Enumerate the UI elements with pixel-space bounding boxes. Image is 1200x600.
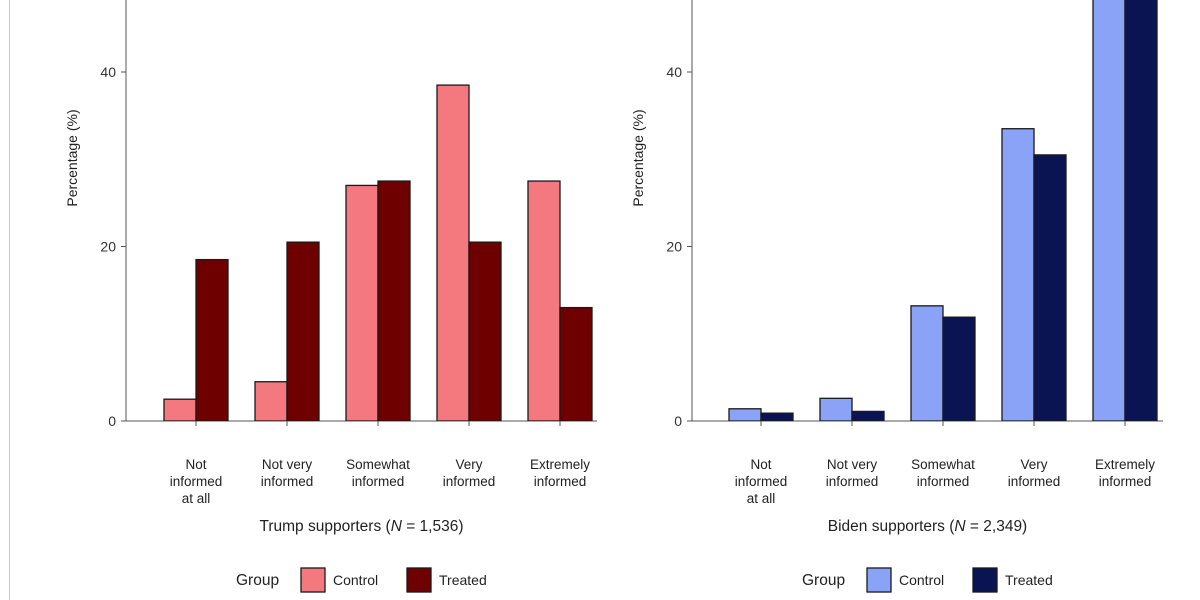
bar-treated-5 (559, 306, 593, 421)
x-tick-label-line: Somewhat (911, 457, 975, 472)
x-tick-label: Extremely informed (1095, 457, 1155, 489)
x-tick-label-line: Somewhat (346, 457, 410, 472)
x-tick-label-line: at all (182, 491, 211, 506)
x-axis-title: Trump supporters (N = 1,536) (259, 518, 463, 535)
legend-label-control: Control (899, 572, 944, 588)
bars-group (163, 84, 593, 421)
x-tick-label-line: Not very (262, 457, 313, 472)
x-tick-label: Not informed at all (170, 457, 223, 506)
bar-control-1 (163, 398, 197, 421)
bar-treated-4 (468, 241, 502, 421)
x-tick-label: Very informed (1008, 457, 1061, 489)
legend-swatch-control (300, 567, 326, 593)
bar-control-5 (527, 180, 561, 421)
x-tick-label: Not very informed (261, 457, 314, 489)
bar-control-2 (254, 381, 288, 421)
x-tick-label-line: informed (170, 474, 223, 489)
bar-control-3 (345, 184, 379, 421)
x-tick-label-line: Extremely (1095, 457, 1155, 472)
x-tick-label: Not very informed (826, 457, 879, 489)
x-axis-title-n: N (954, 518, 966, 535)
bar-control-1 (728, 408, 762, 421)
x-tick-label-line: informed (261, 474, 314, 489)
x-tick-label-line: informed (917, 474, 970, 489)
legend-swatch-control (866, 567, 892, 593)
legend-label-treated: Treated (1005, 572, 1053, 588)
y-tick-label: 0 (108, 413, 116, 429)
x-tick-label-line: informed (534, 474, 587, 489)
bar-control-2 (819, 397, 853, 421)
y-axis-label: Percentage (%) (64, 109, 80, 206)
x-tick-label-line: Very (455, 457, 482, 472)
x-tick-label-line: informed (735, 474, 788, 489)
legend: Group Control Treated (236, 567, 487, 593)
bar-control-5 (1092, 0, 1126, 421)
y-tick-label: 0 (674, 413, 682, 429)
legend-swatch-treated (406, 567, 432, 593)
y-tick-label: 20 (666, 239, 682, 255)
y-tick-label: 40 (666, 64, 682, 80)
y-axis-label: Percentage (%) (630, 109, 646, 206)
bar-treated-5 (1124, 0, 1158, 421)
x-tick-label-line: Not (185, 457, 206, 472)
x-tick-label-line: Not (750, 457, 771, 472)
x-tick-label: Somewhat informed (911, 457, 975, 489)
x-axis-title: Biden supporters (N = 2,349) (828, 518, 1027, 535)
bar-control-3 (910, 305, 944, 421)
bar-treated-3 (377, 180, 411, 421)
x-tick-label-line: Very (1020, 457, 1047, 472)
legend-title: Group (236, 572, 279, 589)
x-tick-label-line: informed (1099, 474, 1152, 489)
bar-treated-3 (942, 316, 976, 421)
legend-label-treated: Treated (439, 572, 487, 588)
bar-treated-1 (760, 412, 794, 421)
x-axis-title-n: N (391, 518, 403, 535)
bar-control-4 (436, 84, 470, 421)
x-axis-title-suffix: = 1,536) (402, 518, 464, 535)
legend-swatch-treated (972, 567, 998, 593)
bar-treated-1 (195, 258, 229, 421)
x-axis-title-prefix: Biden supporters ( (828, 518, 955, 535)
y-tick-label: 40 (100, 64, 116, 80)
x-tick-label-line: Not very (827, 457, 878, 472)
legend-title: Group (802, 572, 845, 589)
x-tick-label-line: informed (352, 474, 405, 489)
bar-treated-2 (286, 241, 320, 421)
bar-treated-4 (1033, 154, 1067, 421)
x-axis-title-prefix: Trump supporters ( (259, 518, 391, 535)
legend-label-control: Control (333, 572, 378, 588)
x-tick-label-line: informed (826, 474, 879, 489)
chart-panel-2: 0 20 40 Percentage (%) Not informed at all Not … (630, 0, 1163, 593)
bar-treated-2 (851, 410, 885, 421)
x-axis-title-suffix: = 2,349) (966, 518, 1028, 535)
bars-group (728, 0, 1158, 421)
chart-panel-1: 0 20 40 Percentage (%) Not informed at all Not … (64, 0, 597, 593)
x-tick-label: Somewhat informed (346, 457, 410, 489)
x-tick-label: Extremely informed (530, 457, 590, 489)
bar-control-4 (1001, 128, 1035, 421)
x-tick-label: Very informed (443, 457, 496, 489)
y-tick-label: 20 (100, 239, 116, 255)
x-tick-label-line: informed (1008, 474, 1061, 489)
x-tick-label-line: informed (443, 474, 496, 489)
x-tick-label: Not informed at all (735, 457, 788, 506)
page-edge (9, 0, 10, 600)
legend: Group Control Treated (802, 567, 1053, 593)
x-tick-label-line: Extremely (530, 457, 590, 472)
x-tick-label-line: at all (747, 491, 776, 506)
